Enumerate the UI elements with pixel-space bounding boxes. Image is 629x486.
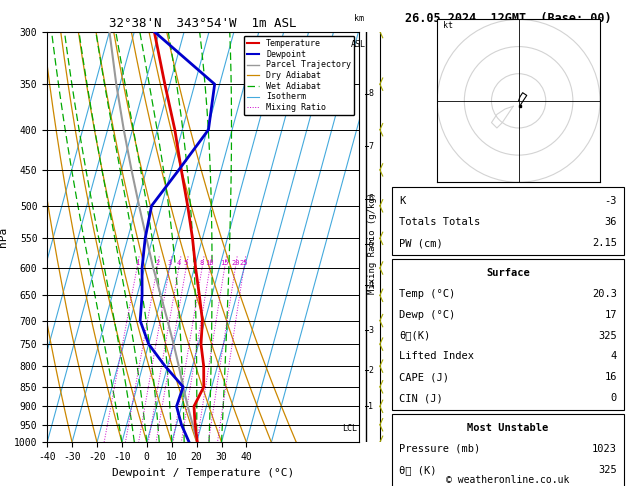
Text: 1023: 1023 [592,444,617,454]
Text: 5: 5 [369,240,374,249]
Text: 3: 3 [369,326,374,335]
Text: 325: 325 [598,465,617,475]
Text: 20: 20 [231,260,240,266]
Text: 4: 4 [369,280,374,289]
Text: 16: 16 [604,372,617,382]
Text: 1: 1 [135,260,139,266]
Text: Lifted Index: Lifted Index [399,351,474,362]
Text: Most Unstable: Most Unstable [467,423,548,433]
Text: kt: kt [443,20,453,30]
Text: θᴇ (K): θᴇ (K) [399,465,437,475]
Title: 32°38'N  343°54'W  1m ASL: 32°38'N 343°54'W 1m ASL [109,17,297,31]
Text: © weatheronline.co.uk: © weatheronline.co.uk [446,475,570,485]
Bar [392,259,624,410]
Text: 26.05.2024  12GMT  (Base: 00): 26.05.2024 12GMT (Base: 00) [404,12,611,25]
Text: 4: 4 [177,260,181,266]
Y-axis label: hPa: hPa [0,227,8,247]
Text: K: K [399,196,405,207]
Text: km: km [353,15,364,23]
Text: 2: 2 [155,260,159,266]
Text: ASL: ASL [351,40,366,49]
Text: 5: 5 [184,260,188,266]
Text: 8: 8 [369,89,374,98]
Text: 0: 0 [611,393,617,403]
Text: -3: -3 [604,196,617,207]
Legend: Temperature, Dewpoint, Parcel Trajectory, Dry Adiabat, Wet Adiabat, Isotherm, Mi: Temperature, Dewpoint, Parcel Trajectory… [243,36,354,115]
Text: 20.3: 20.3 [592,289,617,299]
Text: CIN (J): CIN (J) [399,393,443,403]
Text: LCL: LCL [342,424,357,433]
Text: 2.15: 2.15 [592,238,617,248]
Text: 3: 3 [167,260,172,266]
Text: Dewp (°C): Dewp (°C) [399,310,455,320]
Text: 2: 2 [369,366,374,375]
Bar [392,414,624,486]
Text: Pressure (mb): Pressure (mb) [399,444,480,454]
Text: 6: 6 [369,194,374,204]
Text: PW (cm): PW (cm) [399,238,443,248]
Text: Mixing Ratio (g/kg): Mixing Ratio (g/kg) [368,192,377,294]
Bar [392,187,624,255]
X-axis label: Dewpoint / Temperature (°C): Dewpoint / Temperature (°C) [112,468,294,478]
Text: 325: 325 [598,330,617,341]
Text: 36: 36 [604,217,617,227]
Text: 17: 17 [604,310,617,320]
Text: θᴇ(K): θᴇ(K) [399,330,430,341]
Text: Surface: Surface [486,268,530,278]
Text: 1: 1 [369,402,374,411]
Text: 15: 15 [220,260,229,266]
Text: Totals Totals: Totals Totals [399,217,480,227]
Text: 8: 8 [200,260,204,266]
Text: 4: 4 [611,351,617,362]
Text: 10: 10 [206,260,214,266]
Text: 25: 25 [240,260,248,266]
Text: 7: 7 [369,142,374,151]
Text: Temp (°C): Temp (°C) [399,289,455,299]
Text: CAPE (J): CAPE (J) [399,372,449,382]
